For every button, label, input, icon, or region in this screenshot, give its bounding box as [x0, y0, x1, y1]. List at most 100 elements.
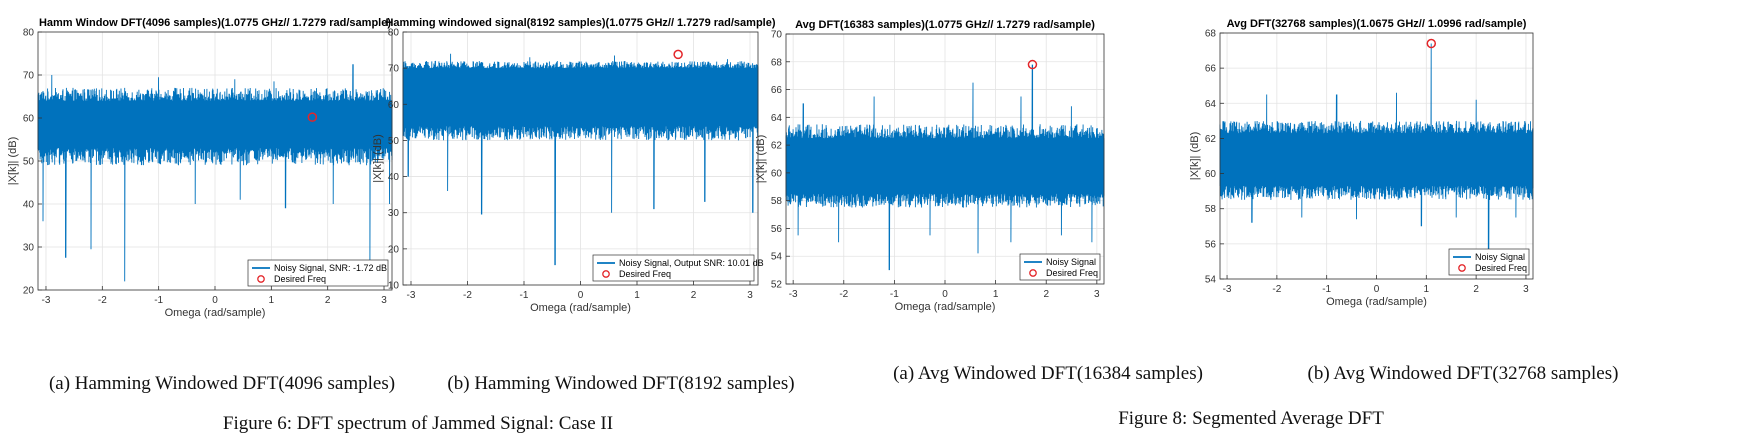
legend-label-desired-freq: Desired Freq	[1475, 263, 1527, 273]
x-tick-label: 1	[993, 289, 999, 300]
x-axis-label: Omega (rad/sample)	[165, 307, 266, 319]
legend-label-signal: Noisy Signal	[1475, 252, 1525, 262]
x-tick-label: 2	[691, 290, 697, 301]
legend-marker-swatch	[1029, 269, 1037, 277]
y-tick-label: 40	[388, 172, 400, 183]
y-tick-label: 68	[771, 57, 783, 68]
x-tick-label: -2	[839, 289, 848, 300]
x-tick-label: -3	[42, 295, 51, 306]
x-tick-label: 1	[634, 290, 640, 301]
y-tick-label: 80	[23, 28, 35, 39]
y-tick-label: 30	[388, 208, 400, 219]
x-tick-label: 0	[1374, 284, 1380, 295]
legend-marker-swatch	[257, 275, 265, 283]
y-tick-label: 10	[388, 281, 400, 292]
y-tick-label: 64	[771, 113, 783, 124]
y-tick-label: 60	[1205, 169, 1217, 180]
x-tick-label: 3	[1094, 289, 1100, 300]
x-tick-label: 2	[325, 295, 331, 306]
x-tick-label: -2	[98, 295, 107, 306]
signal-trace	[1219, 43, 1534, 258]
x-axis-label: Omega (rad/sample)	[895, 301, 996, 313]
y-tick-label: 60	[388, 100, 400, 111]
y-axis-label: |X[k]| (dB)	[372, 134, 384, 183]
legend-box	[247, 259, 389, 287]
signal-trace	[402, 53, 759, 266]
y-tick-label: 58	[1205, 204, 1217, 215]
chart-title: Hamm Window DFT(4096 samples)(1.0775 GHz…	[39, 17, 391, 29]
legend-label-desired-freq: Desired Freq	[1046, 268, 1098, 278]
y-tick-label: 62	[771, 141, 783, 152]
x-tick-label: -1	[890, 289, 899, 300]
signal-trace	[37, 64, 393, 282]
y-tick-label: 70	[771, 30, 783, 41]
y-axis-label: |X[k]| (dB)	[755, 135, 767, 184]
desired-freq-marker	[1426, 38, 1437, 49]
chart-title: Avg DFT(16383 samples)(1.0775 GHz// 1.72…	[795, 19, 1095, 31]
subcaption-b-fig6: (b) Hamming Windowed DFT(8192 samples)	[447, 373, 795, 394]
figure-6-caption: Figure 6: DFT spectrum of Jammed Signal:…	[222, 413, 614, 434]
x-tick-label: 3	[747, 290, 753, 301]
y-tick-label: 56	[771, 224, 783, 235]
y-tick-label: 58	[771, 196, 783, 207]
y-tick-label: 56	[1205, 239, 1217, 250]
chart-title: Avg DFT(32768 samples)(1.0675 GHz// 1.09…	[1227, 18, 1527, 30]
legend-marker-swatch	[1458, 264, 1466, 272]
y-tick-label: 30	[23, 243, 35, 254]
signal-trace	[785, 64, 1105, 271]
x-tick-label: 3	[1523, 284, 1529, 295]
legend-label-desired-freq: Desired Freq	[619, 269, 671, 279]
desired-freq-marker	[307, 112, 318, 122]
x-axis-label: Omega (rad/sample)	[530, 302, 631, 314]
y-axis-label: |X[k]| (dB)	[1189, 132, 1201, 181]
y-tick-label: 54	[1205, 275, 1217, 286]
x-tick-label: 0	[942, 289, 948, 300]
x-tick-label: -2	[463, 290, 472, 301]
x-tick-label: 1	[1424, 284, 1430, 295]
chart-title: Hamming windowed signal(8192 samples)(1.…	[385, 17, 775, 29]
y-tick-label: 50	[23, 157, 35, 168]
subcaption-a-fig8: (a) Avg Windowed DFT(16384 samples)	[893, 363, 1203, 384]
legend-label-desired-freq: Desired Freq	[274, 274, 326, 284]
x-tick-label: -1	[520, 290, 529, 301]
x-tick-label: -2	[1272, 284, 1281, 295]
legend-marker-swatch	[602, 270, 610, 278]
desired-freq-marker	[673, 49, 683, 60]
y-tick-label: 62	[1205, 134, 1217, 145]
legend-label-signal: Noisy Signal, Output SNR: 10.01 dB	[619, 258, 764, 268]
chart-panel-hamming-4096: -3 -2 -1 0 1 2 3 20 30 40 50 60 70 80 Hamm Window DFT(…	[7, 17, 393, 319]
y-tick-label: 60	[771, 168, 783, 179]
x-tick-label: 2	[1043, 289, 1049, 300]
y-tick-label: 20	[388, 244, 400, 255]
x-tick-label: -3	[407, 290, 416, 301]
x-axis-label: Omega (rad/sample)	[1326, 296, 1427, 308]
x-tick-label: 3	[381, 295, 387, 306]
y-axis-label: |X[k]| (dB)	[7, 137, 19, 186]
legend: Noisy Signal, Output SNR: 10.01 dBDesire…	[592, 254, 764, 282]
subcaption-a-fig6: (a) Hamming Windowed DFT(4096 samples)	[48, 373, 396, 394]
y-tick-label: 70	[23, 71, 35, 82]
x-tick-label: -1	[154, 295, 163, 306]
x-tick-label: 1	[269, 295, 275, 306]
desired-freq-marker	[1027, 59, 1038, 70]
y-tick-label: 70	[388, 64, 400, 75]
y-tick-label: 40	[23, 200, 35, 211]
y-tick-label: 64	[1205, 99, 1217, 110]
x-tick-label: -3	[789, 289, 798, 300]
x-tick-label: 0	[212, 295, 218, 306]
y-tick-label: 66	[771, 85, 783, 96]
x-tick-label: -3	[1223, 284, 1232, 295]
legend-label-signal: Noisy Signal, SNR: -1.72 dB	[274, 263, 387, 273]
x-tick-label: 0	[578, 290, 584, 301]
y-tick-label: 54	[771, 252, 783, 263]
y-tick-label: 66	[1205, 64, 1217, 75]
chart-panel-avg-16384: -3 -2 -1 0 1 2 3 52 54 56 58 60 62 64 66 68 70 Avg DFT(16…	[755, 19, 1105, 313]
y-tick-label: 50	[388, 136, 400, 147]
y-tick-label: 68	[1205, 29, 1217, 40]
y-tick-label: 52	[771, 280, 783, 291]
figure-8-caption: Figure 8: Segmented Average DFT	[1118, 408, 1384, 429]
